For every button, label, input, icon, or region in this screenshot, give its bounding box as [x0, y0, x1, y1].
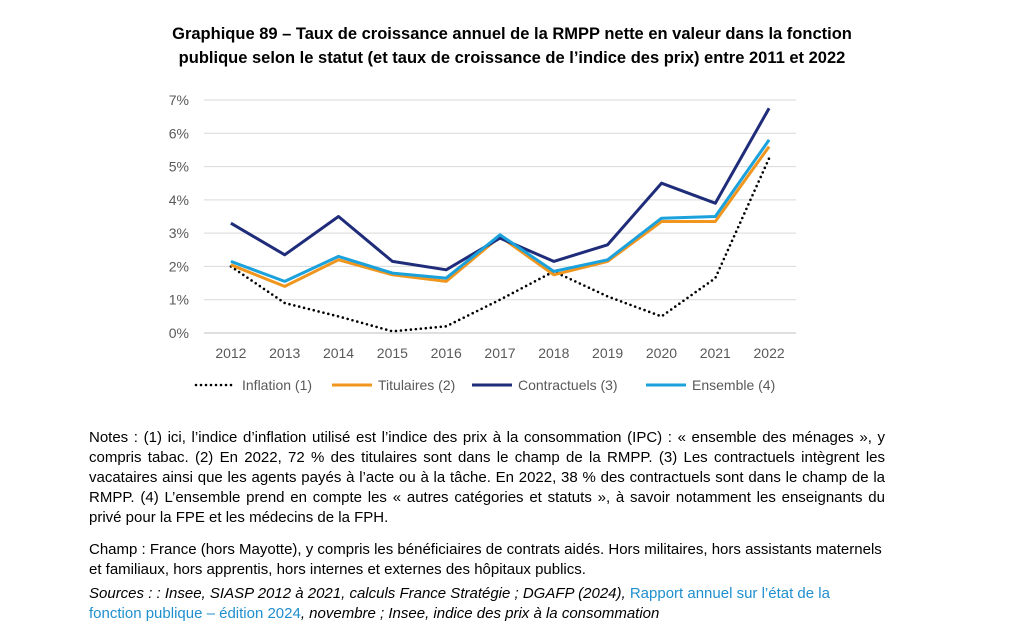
chart-title-line-1: Graphique 89 – Taux de croissance annuel…	[172, 25, 852, 43]
sources-suffix: , novembre ; Insee, indice des prix à la…	[300, 605, 660, 622]
y-tick-label: 5%	[169, 159, 189, 175]
x-tick-label: 2013	[269, 345, 300, 361]
x-tick-label: 2014	[323, 345, 354, 361]
y-tick-label: 4%	[169, 192, 189, 208]
x-tick-label: 2020	[646, 345, 677, 361]
sources-prefix: Sources : : Insee, SIASP 2012 à 2021, ca…	[89, 585, 630, 602]
series-line-inflation	[229, 157, 771, 333]
legend-label: Ensemble (4)	[692, 377, 775, 393]
chart-scope: Champ : France (hors Mayotte), y compris…	[89, 541, 882, 578]
legend-label: Inflation (1)	[242, 377, 312, 393]
y-tick-label: 6%	[169, 125, 189, 141]
y-tick-label: 0%	[169, 325, 189, 341]
x-tick-label: 2017	[484, 345, 515, 361]
x-tick-label: 2018	[538, 345, 569, 361]
x-tick-label: 2015	[377, 345, 408, 361]
y-tick-label: 7%	[169, 92, 189, 108]
y-tick-label: 1%	[169, 292, 189, 308]
chart-title-line-2: publique selon le statut (et taux de cro…	[178, 49, 846, 67]
line-chart: 0% 1% 2% 3% 4% 5% 6% 7% 2012 2013 2014 2015 2016 2017…	[169, 92, 796, 393]
x-tick-label: 2012	[215, 345, 246, 361]
x-tick-label: 2016	[431, 345, 462, 361]
x-tick-label: 2019	[592, 345, 623, 361]
chart-title: Graphique 89 – Taux de croissance annuel…	[60, 22, 964, 70]
y-tick-label: 2%	[169, 258, 189, 274]
series-line-contractuels	[230, 107, 771, 272]
series-line-ensemble	[230, 139, 771, 283]
chart-notes: Notes : (1) ici, l’indice d’inflation ut…	[89, 429, 885, 526]
report-link[interactable]: Rapport annuel sur l’état de la fonction…	[89, 585, 830, 622]
legend-label: Titulaires (2)	[378, 377, 455, 393]
legend-label: Contractuels (3)	[518, 377, 618, 393]
chart-sources: Sources : : Insee, SIASP 2012 à 2021, ca…	[89, 584, 885, 624]
x-tick-label: 2021	[700, 345, 731, 361]
x-tick-label: 2022	[754, 345, 785, 361]
y-tick-label: 3%	[169, 225, 189, 241]
